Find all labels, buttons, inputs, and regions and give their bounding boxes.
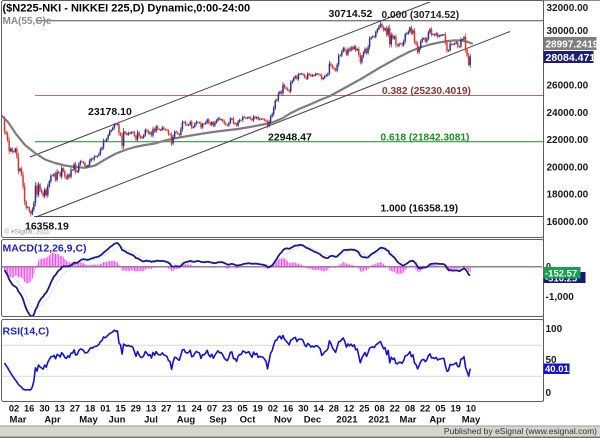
svg-text:28084.471: 28084.471	[546, 52, 596, 64]
svg-text:1.000 (16358.19): 1.000 (16358.19)	[381, 204, 459, 215]
svg-text:25: 25	[359, 404, 369, 414]
svg-text:22: 22	[390, 404, 400, 414]
svg-text:28997.2419: 28997.2419	[546, 40, 599, 51]
svg-text:07: 07	[207, 404, 217, 414]
svg-text:22948.47: 22948.47	[268, 131, 312, 143]
svg-text:22: 22	[420, 404, 430, 414]
svg-text:19: 19	[451, 404, 461, 414]
svg-text:Jul: Jul	[144, 415, 158, 426]
svg-text:-310.25: -310.25	[545, 274, 578, 285]
svg-text:16358.19: 16358.19	[25, 221, 69, 233]
svg-text:22000.00: 22000.00	[547, 135, 589, 146]
svg-text:50: 50	[546, 355, 558, 366]
svg-text:16: 16	[24, 404, 34, 414]
svg-text:0: 0	[546, 262, 551, 272]
svg-text:28: 28	[329, 404, 339, 414]
svg-text:26000.00: 26000.00	[547, 81, 589, 92]
svg-text:12: 12	[344, 404, 354, 414]
svg-text:30: 30	[298, 404, 308, 414]
svg-text:100: 100	[546, 324, 563, 335]
svg-text:2021: 2021	[336, 415, 358, 426]
svg-text:Mar: Mar	[400, 415, 417, 426]
svg-text:-1,000: -1,000	[546, 292, 575, 303]
svg-text:27: 27	[161, 404, 171, 414]
svg-text:05: 05	[237, 404, 247, 414]
svg-text:© eSignal, 2011: © eSignal, 2011	[5, 228, 51, 236]
svg-text:05: 05	[435, 404, 445, 414]
svg-text:24: 24	[192, 404, 203, 414]
svg-text:13: 13	[55, 404, 65, 414]
svg-text:23178.10: 23178.10	[88, 106, 132, 118]
svg-text:Sep: Sep	[209, 415, 227, 426]
svg-text:19: 19	[253, 404, 263, 414]
svg-text:14: 14	[313, 404, 324, 414]
svg-text:23: 23	[222, 404, 232, 414]
svg-text:RSI(14,C): RSI(14,C)	[3, 326, 50, 338]
svg-text:29: 29	[131, 404, 141, 414]
svg-text:30000.00: 30000.00	[547, 26, 589, 37]
svg-text:2021: 2021	[368, 415, 390, 426]
svg-text:11: 11	[177, 404, 187, 414]
svg-text:40.01: 40.01	[545, 364, 569, 375]
svg-text:-152.57: -152.57	[545, 269, 577, 280]
svg-text:32000.00: 32000.00	[547, 3, 589, 14]
svg-text:30: 30	[39, 404, 49, 414]
svg-text:Nov: Nov	[274, 415, 293, 426]
svg-text:Mar: Mar	[10, 415, 27, 426]
svg-text:($N225-NKI - NIKKEI 225,D) Dyn: ($N225-NKI - NIKKEI 225,D) Dynamic,0:00-…	[3, 3, 251, 15]
svg-text:18: 18	[85, 404, 95, 414]
svg-text:10: 10	[466, 404, 476, 414]
svg-text:16000.00: 16000.00	[547, 217, 589, 228]
svg-text:Aug: Aug	[177, 415, 196, 426]
svg-text:30714.52: 30714.52	[329, 8, 373, 20]
svg-text:Published by eSignal (www.esig: Published by eSignal (www.esignal.com)	[444, 426, 597, 436]
svg-text:01: 01	[100, 404, 110, 414]
svg-text:Jun: Jun	[109, 415, 126, 426]
svg-text:MACD(12,26,9,C): MACD(12,26,9,C)	[3, 243, 87, 255]
svg-text:Apr: Apr	[429, 415, 446, 426]
svg-text:08: 08	[405, 404, 415, 414]
svg-text:02: 02	[9, 404, 19, 414]
svg-text:MA(55,C)e: MA(55,C)e	[3, 16, 52, 27]
svg-text:Oct: Oct	[240, 415, 257, 426]
svg-text:16: 16	[283, 404, 293, 414]
svg-text:May: May	[462, 415, 481, 426]
svg-text:0.618 (21842.3081): 0.618 (21842.3081)	[381, 132, 470, 143]
svg-text:27: 27	[70, 404, 80, 414]
svg-text:Dec: Dec	[304, 415, 321, 426]
svg-text:0: 0	[546, 388, 552, 399]
svg-text:18000.00: 18000.00	[547, 190, 589, 201]
svg-text:15: 15	[115, 404, 125, 414]
svg-text:May: May	[79, 415, 98, 426]
svg-text:20000.00: 20000.00	[547, 162, 589, 173]
svg-text:Apr: Apr	[44, 415, 61, 426]
svg-text:24000.00: 24000.00	[547, 108, 589, 119]
svg-text:0.382 (25230.4019): 0.382 (25230.4019)	[382, 86, 471, 97]
svg-text:13: 13	[146, 404, 156, 414]
svg-text:08: 08	[374, 404, 384, 414]
svg-text:0.000 (30714.52): 0.000 (30714.52)	[382, 10, 460, 21]
svg-text:02: 02	[268, 404, 278, 414]
